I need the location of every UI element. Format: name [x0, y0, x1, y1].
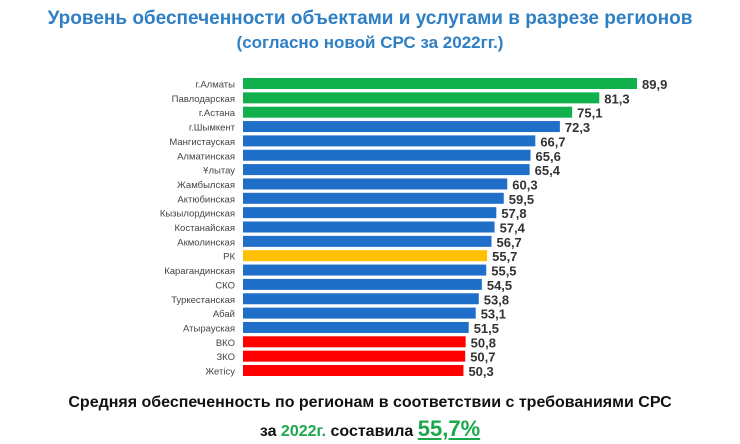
value-label: 50,3 [468, 364, 493, 379]
bar [243, 336, 466, 348]
value-label: 53,1 [481, 307, 506, 322]
bar [243, 250, 488, 262]
value-label: 50,8 [471, 335, 496, 350]
category-label: Ұлытау [203, 166, 235, 177]
value-label: 54,5 [487, 278, 512, 293]
bar [243, 293, 479, 305]
value-label: 81,3 [604, 91, 629, 106]
category-label: г.Астана [199, 108, 236, 119]
value-label: 50,7 [470, 350, 495, 365]
category-label: Жамбылская [177, 180, 235, 191]
category-label: Павлодарская [172, 94, 235, 105]
value-label: 72,3 [565, 120, 590, 135]
category-label: г.Шымкент [189, 123, 236, 134]
bar [243, 321, 469, 333]
bar-group: Жамбылская 60,3 [177, 177, 538, 192]
bar-group: РК 55,7 [223, 249, 517, 264]
bar [243, 235, 492, 247]
bar [243, 92, 600, 104]
bar [243, 178, 508, 190]
summary-line-1: Средняя обеспеченность по регионам в соо… [68, 394, 672, 411]
page-title: Уровень обеспеченности объектами и услуг… [47, 8, 693, 29]
value-label: 56,7 [496, 235, 521, 250]
bar-group: г.Астана 75,1 [199, 106, 603, 121]
summary-prefix: за [259, 423, 277, 440]
category-label: Костанайская [175, 223, 235, 234]
category-label: Туркестанская [171, 295, 235, 306]
bar [243, 149, 531, 161]
bar-group: Мангистауская 66,7 [169, 134, 565, 149]
bar [243, 278, 482, 290]
bar [243, 207, 497, 219]
bar-group: Костанайская 57,4 [175, 221, 526, 236]
category-label: ВКО [216, 338, 235, 349]
category-label: Акмолинская [177, 237, 235, 248]
bar [243, 192, 504, 204]
bar-group: СКО 54,5 [215, 278, 512, 293]
value-label: 65,6 [536, 149, 561, 164]
bar [243, 164, 530, 176]
bar-group: Жетісу 50,3 [205, 364, 493, 379]
category-label: Жетісу [205, 367, 235, 378]
category-label: Кызылординская [160, 209, 235, 220]
value-label: 55,5 [491, 264, 516, 279]
bar-group: г.Алматы 89,9 [195, 77, 667, 92]
value-label: 53,8 [484, 292, 509, 307]
bar-group: Кызылординская 57,8 [160, 206, 527, 221]
bar-group: Карагандинская 55,5 [164, 264, 516, 279]
value-label: 55,7 [492, 249, 517, 264]
value-label: 60,3 [512, 177, 537, 192]
bar-group: ЗКО 50,7 [216, 350, 495, 365]
bar [243, 350, 466, 362]
category-label: Абай [213, 309, 235, 320]
value-label: 51,5 [474, 321, 499, 336]
bar-group: Ұлытау 65,4 [203, 163, 561, 178]
summary-year: 2022г. [280, 423, 327, 440]
bar [243, 78, 637, 89]
bar [243, 106, 573, 118]
bar-group: г.Шымкент 72,3 [189, 120, 590, 135]
category-label: Атырауская [183, 323, 235, 334]
bar [243, 221, 495, 233]
bar-group: Павлодарская 81,3 [172, 91, 630, 106]
value-label: 75,1 [577, 106, 602, 121]
page-subtitle: (согласно новой СРС за 2022гг.) [236, 33, 504, 52]
bar [243, 135, 536, 147]
bar-group: Актюбинская 59,5 [177, 192, 534, 207]
category-label: ЗКО [216, 352, 235, 363]
summary-value: 55,7% [417, 416, 481, 441]
value-label: 59,5 [509, 192, 534, 207]
value-label: 65,4 [535, 163, 561, 178]
bar [243, 365, 464, 376]
category-label: Актюбинская [177, 194, 235, 205]
value-label: 66,7 [540, 134, 565, 149]
bar-chart: г.Алматы 89,9 Павлодарская 81,3 г.Астана 75,1… [160, 77, 668, 379]
bar-group: Атырауская 51,5 [183, 321, 499, 336]
bar [243, 264, 487, 276]
category-label: Карагандинская [164, 266, 235, 277]
category-label: РК [223, 252, 235, 263]
bar-group: Алматинская 65,6 [177, 149, 561, 164]
summary-line-2: за 2022г. составила 55,7% [0, 416, 740, 442]
bar-group: ВКО 50,8 [216, 335, 496, 350]
bar [243, 307, 476, 319]
bar-group: Туркестанская 53,8 [171, 292, 509, 307]
category-label: г.Алматы [195, 80, 235, 91]
bar-group: Абай 53,1 [213, 307, 506, 322]
value-label: 57,4 [500, 221, 526, 236]
value-label: 89,9 [642, 77, 667, 92]
category-label: СКО [215, 280, 235, 291]
category-label: Алматинская [177, 151, 235, 162]
category-label: Мангистауская [169, 137, 235, 148]
bar-group: Акмолинская 56,7 [177, 235, 522, 250]
bar [243, 121, 560, 133]
summary-mid: составила [330, 423, 414, 440]
value-label: 57,8 [501, 206, 526, 221]
